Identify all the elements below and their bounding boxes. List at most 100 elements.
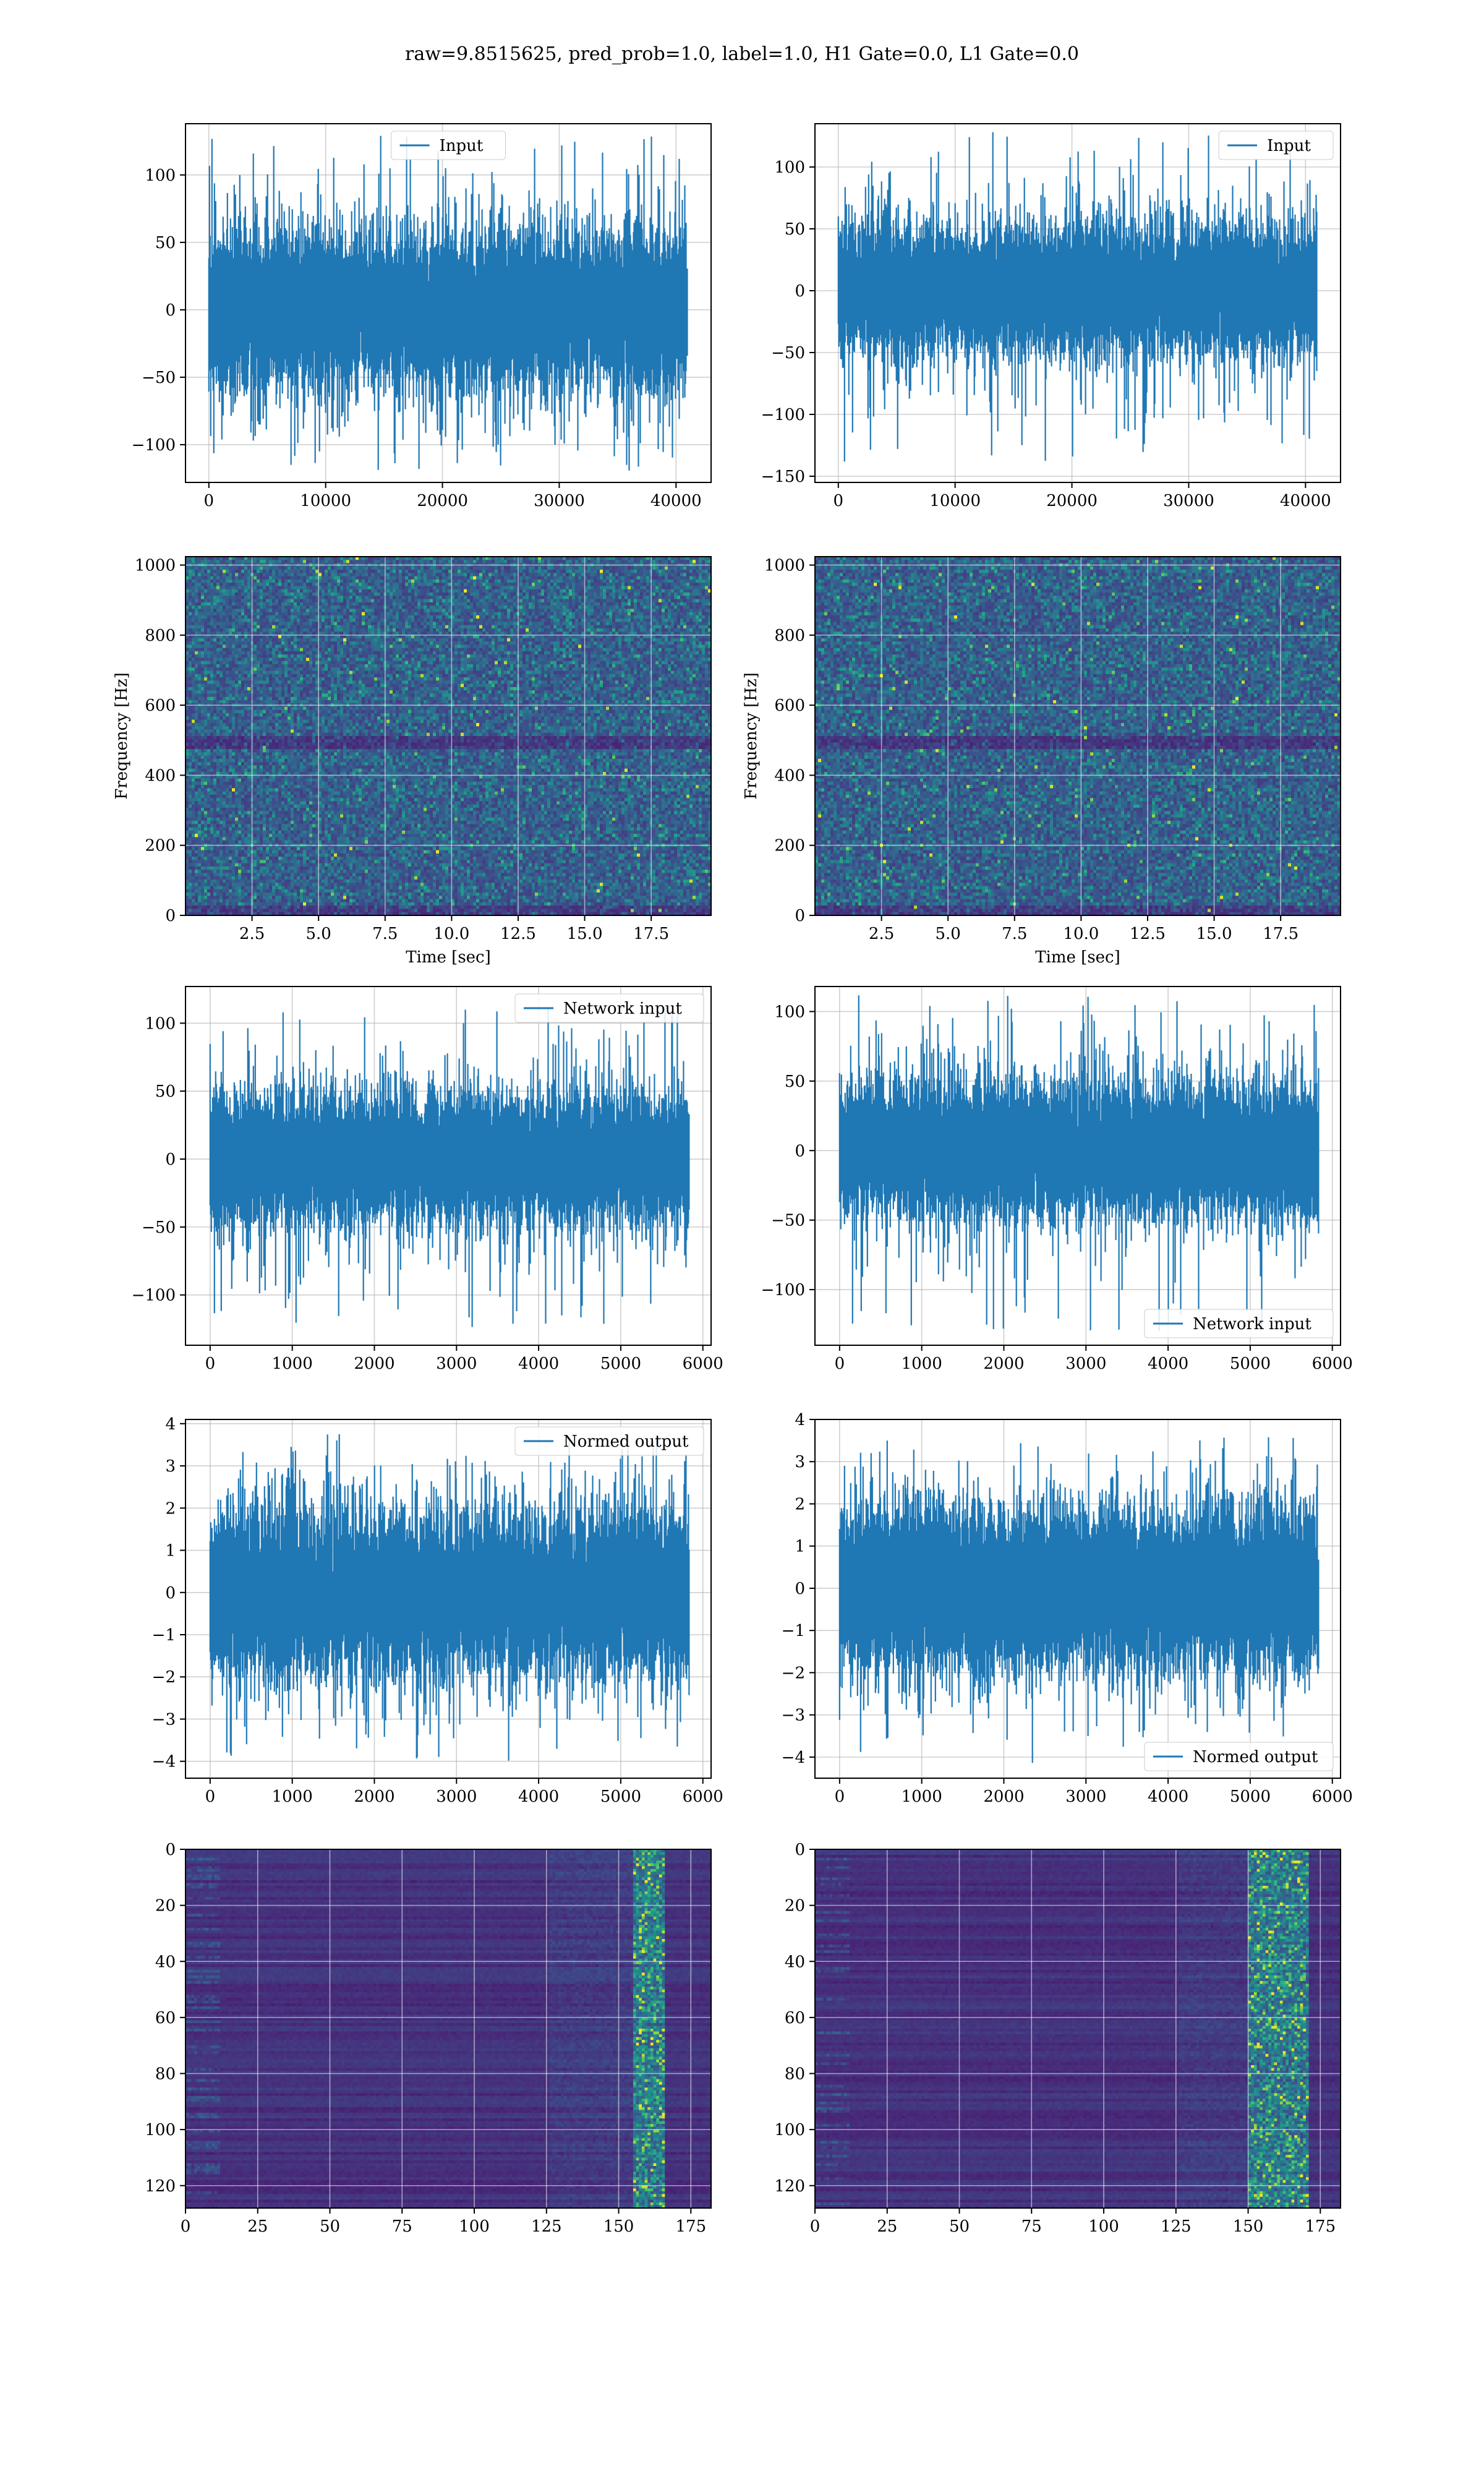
heatmap-cell (541, 583, 545, 586)
heatmap-cell (411, 593, 415, 596)
heatmap-cell (693, 580, 696, 583)
heatmap-cell (532, 580, 535, 583)
heatmap-cell (288, 596, 291, 599)
heatmap-cell (476, 586, 480, 589)
heatmap-cell (269, 589, 273, 593)
heatmap-cell (436, 570, 440, 573)
heatmap-cell (640, 570, 644, 573)
heatmap-cell (646, 586, 650, 589)
heatmap-cell (325, 576, 328, 580)
heatmap-cell (668, 593, 672, 596)
heatmap-cell (260, 586, 263, 589)
heatmap-cell (408, 570, 412, 573)
heatmap-cell (473, 560, 477, 563)
heatmap-cell (597, 583, 600, 586)
heatmap-cell (263, 589, 267, 593)
heatmap-cell (266, 576, 270, 580)
heatmap-cell (445, 593, 449, 596)
heatmap-cell (269, 583, 273, 586)
heatmap-cell (229, 567, 232, 570)
heatmap-cell (405, 567, 409, 570)
heatmap-cell (625, 576, 628, 580)
heatmap-cell (513, 583, 517, 586)
heatmap-cell (458, 576, 461, 580)
heatmap-cell (393, 567, 396, 570)
heatmap-cell (662, 586, 665, 589)
heatmap-cell (349, 576, 353, 580)
heatmap-cell (510, 593, 514, 596)
heatmap-cell (288, 586, 291, 589)
heatmap-cell (291, 560, 294, 563)
heatmap-cell (603, 560, 607, 563)
heatmap-cell (303, 567, 307, 570)
heatmap-cell (247, 589, 251, 593)
heatmap-cell (473, 589, 477, 593)
heatmap-cell (275, 576, 279, 580)
heatmap-cell (241, 593, 245, 596)
heatmap-cell (232, 586, 236, 589)
heatmap-cell (229, 573, 232, 576)
heatmap-cell (544, 573, 548, 576)
heatmap-cell (411, 573, 415, 576)
heatmap-cell (581, 586, 585, 589)
heatmap-cell (705, 586, 709, 589)
heatmap-cell (587, 586, 591, 589)
heatmap-cell (331, 570, 335, 573)
heatmap-cell (597, 567, 600, 570)
heatmap-cell (507, 576, 511, 580)
heatmap-cell (297, 573, 301, 576)
x-tick-label: 20000 (417, 492, 468, 510)
heatmap-cell (470, 586, 474, 589)
heatmap-cell (671, 560, 675, 563)
heatmap-cell (420, 583, 424, 586)
heatmap-cell (390, 576, 393, 580)
heatmap-cell (244, 567, 248, 570)
heatmap-cell (340, 586, 344, 589)
heatmap-cell (597, 560, 600, 563)
heatmap-cell (683, 560, 687, 563)
heatmap-cell (445, 560, 449, 563)
heatmap-cell (529, 576, 532, 580)
heatmap-cell (213, 573, 217, 576)
heatmap-cell (689, 580, 693, 583)
heatmap-cell (702, 586, 706, 589)
heatmap-cell (488, 589, 492, 593)
heatmap-cell (220, 586, 223, 589)
heatmap-cell (439, 586, 443, 589)
heatmap-cell (631, 567, 634, 570)
heatmap-cell (216, 580, 220, 583)
heatmap-cell (519, 589, 523, 593)
heatmap-cell (294, 596, 297, 599)
heatmap-cell (192, 573, 195, 576)
heatmap-cell (257, 567, 260, 570)
heatmap-cell (612, 573, 616, 576)
heatmap-cell (556, 593, 560, 596)
heatmap-cell (291, 580, 294, 583)
heatmap-cell (618, 560, 622, 563)
heatmap-cell (269, 567, 273, 570)
heatmap-cell (544, 560, 548, 563)
heatmap-cell (485, 570, 489, 573)
heatmap-cell (322, 593, 325, 596)
heatmap-cell (587, 589, 591, 593)
heatmap-cell (352, 589, 356, 593)
heatmap-cell (541, 560, 545, 563)
heatmap-cell (312, 580, 316, 583)
heatmap-cell (356, 576, 359, 580)
heatmap-cell (374, 576, 378, 580)
heatmap-cell (306, 567, 310, 570)
heatmap-cell (606, 560, 610, 563)
heatmap-cell (560, 586, 563, 589)
heatmap-cell (454, 580, 458, 583)
heatmap-cell (352, 560, 356, 563)
heatmap-cell (210, 570, 214, 573)
heatmap-cell (328, 573, 331, 576)
heatmap-cell (328, 593, 331, 596)
heatmap-cell (634, 580, 638, 583)
heatmap-cell (322, 596, 325, 599)
heatmap-cell (414, 583, 418, 586)
heatmap-cell (278, 580, 282, 583)
heatmap-cell (309, 560, 313, 563)
heatmap-cell (368, 570, 372, 573)
heatmap-cell (226, 593, 229, 596)
